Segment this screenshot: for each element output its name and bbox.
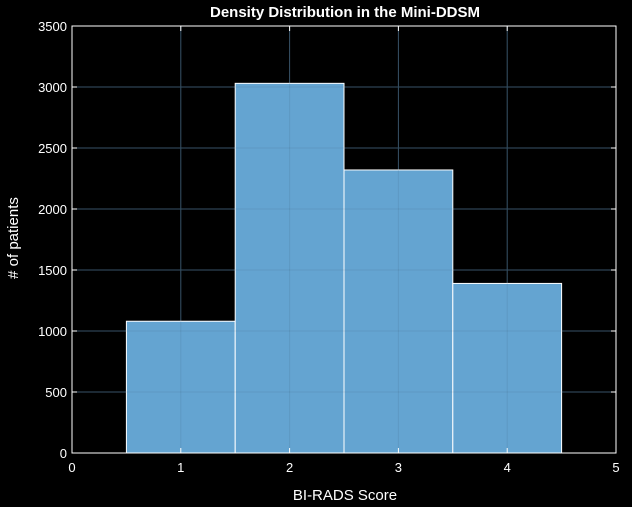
y-axis-label: # of patients [5,197,22,279]
axes-box [71,25,617,454]
y-tick-label: 3000 [38,80,67,95]
bar-bin-1 [125,320,236,454]
x-tick-label: 2 [286,460,293,475]
bars [71,25,617,454]
x-tick-label: 5 [612,460,619,475]
x-tick-label: 3 [395,460,402,475]
x-axis-label: BI-RADS Score [293,487,397,504]
y-tick-label: 500 [45,385,67,400]
x-tick-label: 0 [68,460,75,475]
x-tick-label: 1 [177,460,184,475]
x-tick-label: 4 [504,460,511,475]
chart-title: Density Distribution in the Mini-DDSM [210,4,480,21]
bar-bin-2 [234,82,345,454]
y-tick-label: 2500 [38,141,67,156]
bar-bin-4 [452,282,563,454]
y-tick-label: 3500 [38,19,67,34]
y-tick-label: 2000 [38,202,67,217]
axes [71,25,617,454]
y-tick-label: 1000 [38,324,67,339]
y-tick-label: 1500 [38,263,67,278]
tick-labels: 0 1 2 3 4 5 0 500 1000 1500 2000 2500 3000 3500 [38,19,620,475]
bar-bin-3 [343,169,454,454]
y-tick-label: 0 [60,446,67,461]
